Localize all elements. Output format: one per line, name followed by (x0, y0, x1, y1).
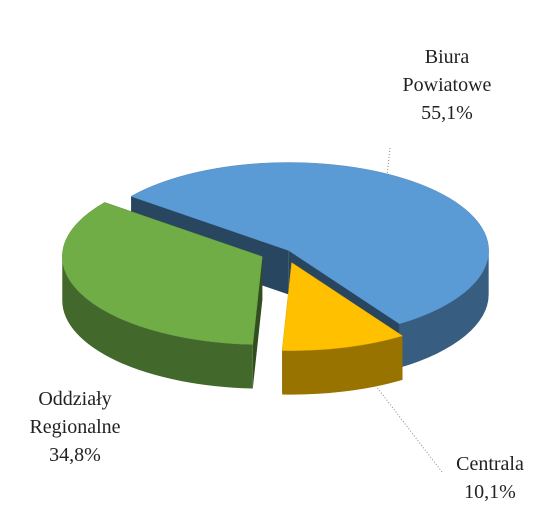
slice-value-label: 55,1% (421, 102, 473, 124)
slice-value-label: 34,8% (49, 444, 101, 466)
slice-label-line: Regionalne (29, 416, 120, 438)
slice (281, 262, 404, 351)
slice-side (282, 335, 403, 395)
slice-label: Oddziały Regionalne (29, 388, 120, 438)
slice-label-line: Biura (425, 46, 470, 68)
slice (62, 202, 263, 345)
slice-label-line: Powiatowe (403, 74, 492, 96)
slice-side (399, 250, 489, 368)
slice-label: Biura Powiatowe (403, 46, 492, 96)
slice-side (62, 256, 253, 389)
slice-label: Centrala (456, 453, 524, 475)
slice-label-line: Oddziały (38, 388, 111, 410)
slice-label-line: Centrala (456, 453, 524, 475)
slice-value-label: 10,1% (464, 481, 516, 503)
leader-line (375, 385, 443, 473)
leader-line (385, 147, 391, 186)
slice (130, 162, 489, 325)
